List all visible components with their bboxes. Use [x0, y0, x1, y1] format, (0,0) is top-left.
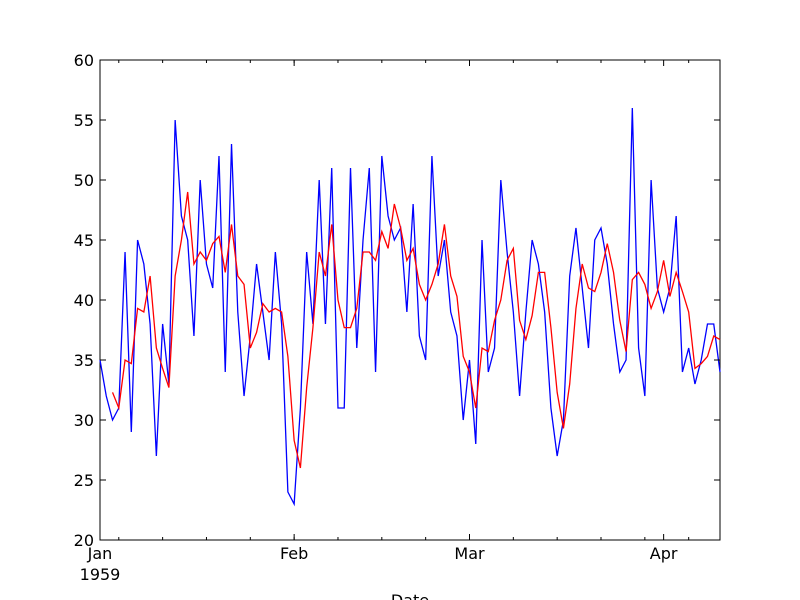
x-tick-label: Feb: [280, 544, 308, 563]
y-tick-label: 30: [74, 411, 94, 430]
x-axis: Jan 1959 Feb Mar Apr: [80, 60, 690, 584]
y-tick-label: 40: [74, 291, 94, 310]
y-tick-label: 60: [74, 51, 94, 70]
y-tick-label: 25: [74, 471, 94, 490]
plot-area: 20 25 30 35 40 45 50 55 60 Jan 1959 Feb Mar Apr: [74, 51, 721, 584]
x-tick-label: Mar: [454, 544, 485, 563]
x-tick-sublabel: 1959: [80, 565, 121, 584]
x-tick-label: Jan: [87, 544, 113, 563]
series-line-1: [111, 191, 721, 469]
series-line-0: [99, 107, 721, 507]
y-tick-label: 35: [74, 351, 94, 370]
y-axis: 20 25 30 35 40 45 50 55 60: [74, 51, 720, 550]
series-layer: [99, 107, 721, 507]
y-tick-label: 20: [74, 531, 94, 550]
y-tick-label: 50: [74, 171, 94, 190]
x-axis-title: Date: [391, 591, 429, 600]
y-tick-label: 45: [74, 231, 94, 250]
x-tick-label: Apr: [650, 544, 678, 563]
y-tick-label: 55: [74, 111, 94, 130]
